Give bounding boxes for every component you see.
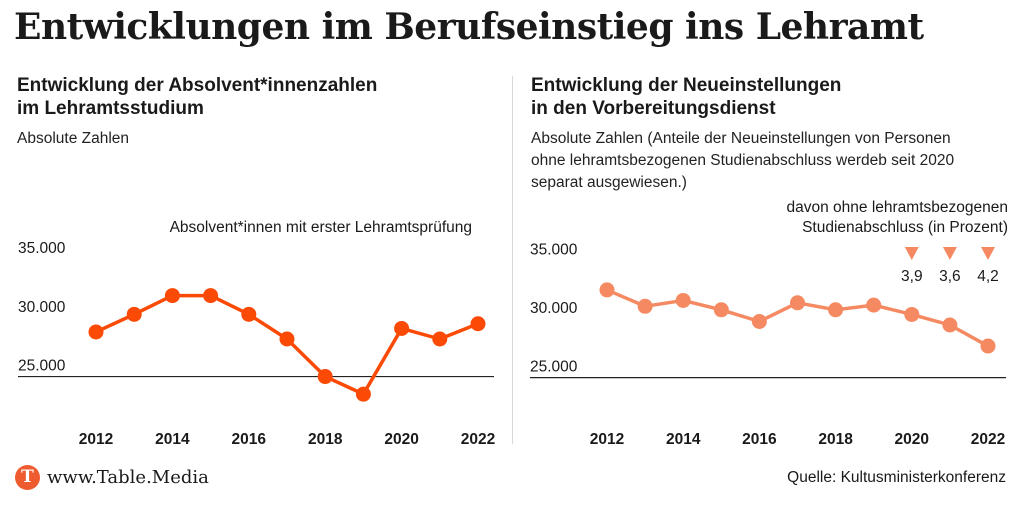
data-point xyxy=(279,331,295,347)
left-chart-title-line1: Entwicklung der Absolvent*innenzahlen xyxy=(17,75,378,96)
left-chart-note: Absolute Zahlen xyxy=(17,130,130,147)
annotation-triangle-icon xyxy=(904,247,919,260)
series-label: Absolvent*innen mit erster Lehramtsprüfu… xyxy=(170,219,472,236)
data-point xyxy=(394,320,410,336)
x-tick-label: 2014 xyxy=(666,431,701,448)
data-point xyxy=(790,295,805,311)
right-chart-title-line1: Entwicklung der Neueinstellungen xyxy=(531,75,842,96)
y-tick-label: 35.000 xyxy=(530,242,578,259)
x-tick-label: 2012 xyxy=(590,431,624,448)
annotation-title-line2: Studienabschluss (in Prozent) xyxy=(802,219,1008,236)
x-tick-label: 2022 xyxy=(971,431,1005,448)
data-point xyxy=(355,386,371,402)
annotation-title-line1: davon ohne lehramtsbezogenen xyxy=(787,199,1008,216)
data-point xyxy=(713,302,729,318)
data-point xyxy=(637,298,653,314)
page-title: Entwicklungen im Berufseinstieg ins Lehr… xyxy=(14,6,924,48)
footer-source: Quelle: Kultusministerkonferenz xyxy=(787,469,1006,486)
x-tick-label: 2016 xyxy=(742,431,777,448)
data-point xyxy=(317,369,333,385)
x-tick-label: 2018 xyxy=(818,431,853,448)
data-point xyxy=(904,306,920,322)
x-tick-label: 2016 xyxy=(232,431,267,448)
data-point xyxy=(203,288,219,304)
x-tick-label: 2020 xyxy=(384,431,418,448)
panel-divider xyxy=(512,76,513,444)
data-point xyxy=(828,302,844,318)
right-chart-note: Absolute Zahlen (Anteile der Neueinstell… xyxy=(531,128,954,194)
data-point xyxy=(432,331,448,347)
left-chart-title: Entwicklung der Absolvent*innenzahlen im… xyxy=(17,74,377,120)
data-point xyxy=(866,297,882,313)
left-line-chart: 25.000 30.000 35.000 2012 2014 2016 2018 2020 20… xyxy=(18,219,495,448)
right-chart-note-line1: Absolute Zahlen (Anteile der Neueinstell… xyxy=(531,130,951,147)
annotation-triangle-icon xyxy=(981,247,995,260)
right-chart-note-line3: separat ausgewiesen.) xyxy=(531,174,687,191)
footer-site-link[interactable]: www.Table.Media xyxy=(47,467,209,488)
data-point xyxy=(751,313,767,329)
y-tick-label: 25.000 xyxy=(18,358,66,375)
table-media-logo-icon: T xyxy=(15,465,40,490)
right-chart-title: Entwicklung der Neueinstellungen in den … xyxy=(531,74,841,120)
x-tick-label: 2012 xyxy=(79,431,113,448)
x-tick-label: 2018 xyxy=(308,431,343,448)
right-chart-title-line2: in den Vorbereitungsdienst xyxy=(531,98,776,119)
data-point xyxy=(88,324,104,340)
left-chart-title-line2: im Lehramtsstudium xyxy=(17,98,204,119)
annotation-label: 3,6 xyxy=(939,268,961,285)
y-tick-label: 35.000 xyxy=(18,240,66,257)
y-tick-label: 25.000 xyxy=(530,359,578,376)
y-tick-label: 30.000 xyxy=(18,299,66,316)
data-point xyxy=(164,288,180,304)
data-point xyxy=(942,317,958,333)
data-point xyxy=(241,306,257,322)
data-point xyxy=(599,282,615,298)
annotation-label: 3,9 xyxy=(901,268,923,285)
right-chart-note-line2: ohne lehramtsbezogenen Studienabschluss … xyxy=(531,152,955,169)
y-tick-label: 30.000 xyxy=(530,300,578,317)
data-point xyxy=(675,292,691,308)
data-point xyxy=(470,316,486,332)
right-line-chart: 25.000 30.000 35.000 2012 2014 2016 2018 2020 20… xyxy=(530,199,1008,448)
annotation-label: 4,2 xyxy=(977,268,999,285)
x-tick-label: 2022 xyxy=(461,431,495,448)
annotation-triangle-icon xyxy=(942,247,957,260)
data-point xyxy=(126,306,142,322)
data-point xyxy=(980,338,996,354)
x-tick-label: 2020 xyxy=(895,431,929,448)
x-tick-label: 2014 xyxy=(155,431,190,448)
